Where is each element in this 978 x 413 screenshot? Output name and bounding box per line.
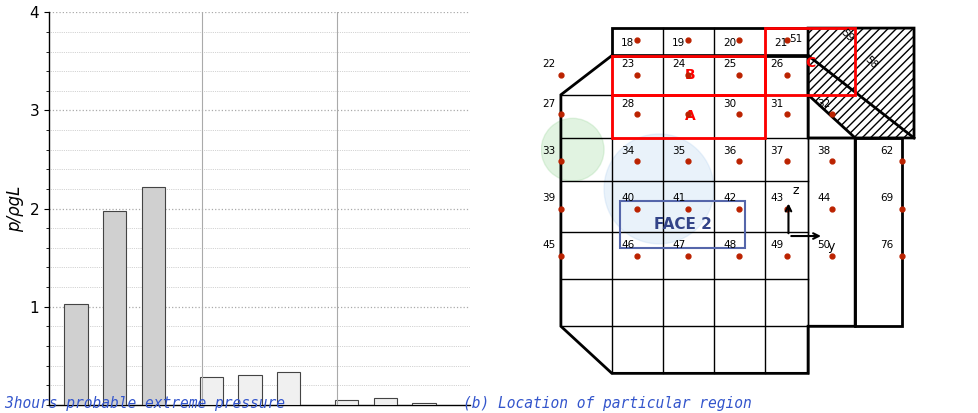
Text: 30: 30 xyxy=(723,99,735,109)
Text: 27: 27 xyxy=(542,99,556,109)
Polygon shape xyxy=(807,28,913,138)
Text: z: z xyxy=(791,184,798,197)
Text: FACE 2: FACE 2 xyxy=(653,217,711,232)
Text: 36: 36 xyxy=(722,146,735,156)
Bar xyxy=(103,211,126,405)
Text: 41: 41 xyxy=(671,193,685,203)
Text: 21: 21 xyxy=(774,38,786,47)
Text: A: A xyxy=(685,109,695,123)
Text: 26: 26 xyxy=(770,59,782,69)
Text: 38: 38 xyxy=(817,146,829,156)
Text: 32: 32 xyxy=(817,99,829,109)
Circle shape xyxy=(541,118,603,181)
Text: 46: 46 xyxy=(620,240,634,250)
Bar xyxy=(65,304,87,405)
Text: 59: 59 xyxy=(838,27,855,44)
Text: 20: 20 xyxy=(723,38,735,47)
Text: 69: 69 xyxy=(879,193,892,203)
Text: 58: 58 xyxy=(862,55,878,71)
Text: (a) 3hours probable extreme pressure: (a) 3hours probable extreme pressure xyxy=(0,396,285,411)
Text: 23: 23 xyxy=(620,59,634,69)
Text: 39: 39 xyxy=(542,193,556,203)
Text: 50: 50 xyxy=(817,240,829,250)
Text: 44: 44 xyxy=(817,193,829,203)
Circle shape xyxy=(603,134,713,244)
Text: 40: 40 xyxy=(620,193,634,203)
Text: (b) Location of particular region: (b) Location of particular region xyxy=(463,396,750,411)
Text: C: C xyxy=(804,57,815,70)
Text: 62: 62 xyxy=(879,146,892,156)
Text: 25: 25 xyxy=(722,59,735,69)
Bar xyxy=(611,55,764,95)
Text: 28: 28 xyxy=(620,99,634,109)
Bar xyxy=(374,398,396,405)
Text: y: y xyxy=(826,240,834,253)
Bar xyxy=(142,187,164,405)
Bar xyxy=(611,95,764,138)
Text: 34: 34 xyxy=(620,146,634,156)
Text: 42: 42 xyxy=(722,193,735,203)
Bar xyxy=(619,201,744,248)
Text: 48: 48 xyxy=(722,240,735,250)
Text: 24: 24 xyxy=(671,59,685,69)
Bar xyxy=(200,377,223,405)
Text: 37: 37 xyxy=(770,146,782,156)
Bar xyxy=(277,373,300,405)
Y-axis label: p/ρgL: p/ρgL xyxy=(6,185,23,232)
Text: B: B xyxy=(685,68,695,82)
Bar xyxy=(611,28,807,55)
Bar xyxy=(238,375,261,405)
Text: 22: 22 xyxy=(542,59,556,69)
Text: 35: 35 xyxy=(671,146,685,156)
Bar xyxy=(334,400,358,405)
Text: 33: 33 xyxy=(542,146,556,156)
Text: 49: 49 xyxy=(770,240,782,250)
Text: 51: 51 xyxy=(789,34,802,44)
Text: 76: 76 xyxy=(879,240,892,250)
Bar xyxy=(764,28,855,95)
Text: 18: 18 xyxy=(620,38,634,47)
Text: 45: 45 xyxy=(542,240,556,250)
Bar xyxy=(412,403,435,405)
Bar xyxy=(855,138,902,326)
Text: 47: 47 xyxy=(671,240,685,250)
Text: 31: 31 xyxy=(770,99,782,109)
Text: 19: 19 xyxy=(671,38,685,47)
Text: 43: 43 xyxy=(770,193,782,203)
